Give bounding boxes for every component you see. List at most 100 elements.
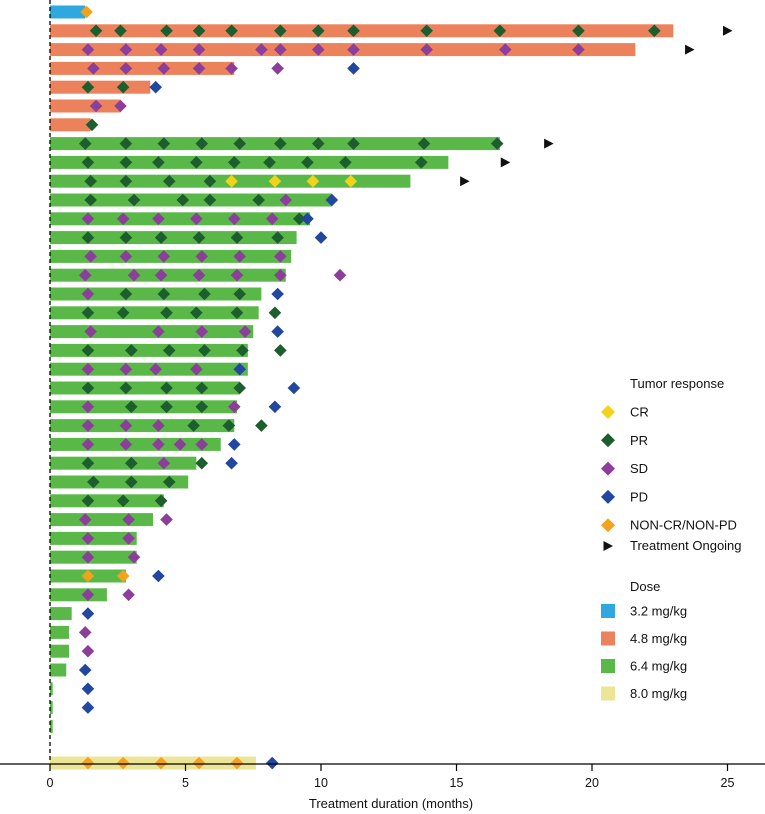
response-marker-sd: [152, 419, 165, 432]
response-marker-pr: [162, 174, 176, 188]
duration-bar-8-0-mg-kg: [50, 756, 256, 770]
legend-label-non-cr-non-pd: NON-CR/NON-PD: [630, 518, 737, 533]
response-marker-pd: [271, 287, 284, 301]
response-marker-pr: [493, 24, 507, 38]
response-marker-sd: [81, 419, 95, 432]
response-marker-pr: [222, 419, 236, 432]
response-marker-pr: [84, 174, 97, 188]
legend-marker-pr: [601, 433, 615, 448]
legend-swatch-8-0-mg-kg: [601, 686, 615, 701]
response-marker-sd: [119, 250, 133, 263]
response-marker-pd: [227, 438, 241, 451]
response-marker-sd: [78, 513, 92, 526]
response-marker-pr: [301, 156, 314, 169]
treatment-ongoing-marker: [500, 157, 511, 168]
response-marker-cr: [225, 174, 238, 188]
response-marker-pr: [271, 231, 284, 244]
response-marker-pr: [125, 344, 138, 357]
response-marker-pr: [190, 156, 203, 169]
response-marker-sd: [81, 43, 95, 56]
response-marker-sd: [233, 250, 246, 263]
duration-bar-4-8-mg-kg: [50, 43, 636, 57]
response-marker-sd: [192, 268, 206, 282]
response-marker-sd: [274, 43, 287, 56]
response-marker-pr: [263, 156, 276, 169]
response-marker-pr: [116, 80, 130, 94]
response-marker-pr: [311, 24, 325, 38]
response-marker-pr: [293, 212, 306, 226]
duration-bar-6-4-mg-kg: [50, 513, 153, 527]
response-marker-pr: [154, 231, 168, 244]
response-marker-sd: [122, 532, 135, 545]
response-marker-pr: [311, 137, 325, 150]
duration-bar-6-4-mg-kg: [50, 682, 53, 696]
response-marker-sd: [119, 62, 133, 75]
legend-label-3-2-mg-kg: 3.2 mg/kg: [630, 604, 687, 619]
x-tick-label: 10: [314, 776, 328, 790]
legend-response-title: Tumor response: [630, 376, 724, 391]
response-marker-cr: [306, 174, 320, 188]
response-marker-pr: [81, 306, 95, 320]
legend-marker-non-cr-non-pd: [601, 518, 615, 533]
response-marker-pr: [119, 231, 133, 244]
x-tick-label: 20: [585, 776, 599, 790]
response-marker-pd: [152, 569, 165, 583]
response-marker-pr: [125, 456, 138, 470]
response-marker-sd: [152, 212, 165, 226]
duration-bar-6-4-mg-kg: [50, 494, 164, 508]
response-marker-pr: [116, 494, 130, 508]
response-marker-pr: [81, 381, 95, 395]
legend-label-pr: PR: [630, 433, 648, 448]
response-marker-pr: [230, 306, 244, 320]
response-marker-non-cr-non-pd: [192, 756, 206, 770]
response-marker-non-cr-non-pd: [81, 569, 95, 583]
response-marker-sd: [119, 43, 133, 56]
legend-marker-pd: [601, 489, 615, 504]
treatment-ongoing-marker: [685, 44, 695, 55]
response-marker-pr: [233, 137, 246, 150]
response-marker-sd: [119, 362, 133, 376]
response-marker-pr: [255, 419, 268, 432]
duration-bar-6-4-mg-kg: [50, 663, 67, 677]
response-marker-sd: [154, 43, 168, 56]
duration-bar-6-4-mg-kg: [50, 325, 254, 339]
response-marker-sd: [265, 212, 279, 226]
response-marker-pd: [233, 362, 246, 376]
x-tick-label: 15: [450, 776, 464, 790]
response-marker-pr: [116, 306, 130, 320]
duration-bar-6-4-mg-kg: [50, 625, 69, 639]
duration-bar-6-4-mg-kg: [50, 287, 262, 301]
legend-marker-treatment-ongoing: [603, 541, 613, 551]
response-marker-pr: [190, 306, 203, 320]
duration-bar-6-4-mg-kg: [50, 155, 449, 169]
duration-bar-6-4-mg-kg: [50, 362, 248, 376]
response-marker-pr: [154, 494, 168, 508]
response-marker-pr: [87, 475, 100, 489]
response-marker-pr: [225, 24, 238, 38]
duration-bar-6-4-mg-kg: [50, 268, 286, 282]
response-marker-sd: [195, 438, 209, 451]
response-marker-pr: [176, 193, 190, 207]
response-marker-sd: [271, 62, 284, 75]
response-marker-sd: [195, 250, 209, 263]
response-marker-sd: [78, 268, 92, 282]
response-marker-pr: [160, 24, 173, 38]
duration-bar-4-8-mg-kg: [50, 118, 91, 132]
response-marker-pr: [81, 231, 95, 244]
response-marker-pr: [160, 400, 173, 414]
response-marker-sd: [81, 532, 95, 545]
response-marker-pr: [81, 456, 95, 470]
x-tick-label: 0: [47, 776, 54, 790]
response-marker-pd: [287, 381, 301, 395]
response-marker-sd: [81, 644, 95, 658]
duration-bar-3-2-mg-kg: [50, 5, 86, 19]
duration-bar-4-8-mg-kg: [50, 24, 674, 38]
response-marker-pd: [149, 80, 162, 94]
response-marker-pr: [160, 306, 173, 320]
response-marker-pr: [162, 475, 176, 489]
response-marker-pr: [195, 137, 209, 150]
response-marker-pr: [195, 456, 209, 470]
response-marker-sd: [116, 212, 130, 226]
response-marker-sd: [227, 400, 241, 414]
response-marker-pr: [81, 494, 95, 508]
